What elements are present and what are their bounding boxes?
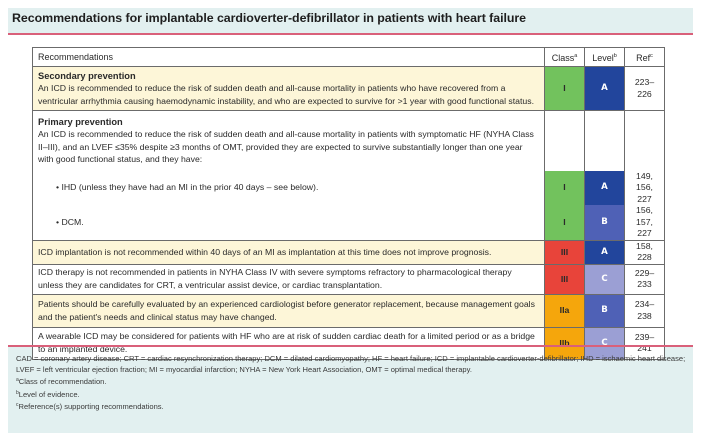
- footnote-a: aClass of recommendation.: [16, 375, 688, 387]
- footnote-marker: a: [16, 377, 19, 384]
- header-recommendations: Recommendations: [32, 47, 545, 67]
- recommendation-text: A wearable ICD may be considered for pat…: [38, 331, 535, 354]
- reference-cell: 223–226: [624, 66, 665, 111]
- table-row: Primary prevention An ICD is recommended…: [32, 110, 665, 171]
- level-badge: A: [584, 66, 625, 111]
- table-row: ICD implantation is not recommended with…: [32, 239, 665, 265]
- table-row: • IHD (unless they have had an MI in the…: [32, 170, 665, 205]
- footnote-marker: c: [16, 401, 19, 408]
- footnote-c: cReference(s) supporting recommendations…: [16, 400, 688, 412]
- recommendation-text: An ICD is recommended to reduce the risk…: [38, 83, 535, 106]
- level-cell-empty: [584, 110, 625, 171]
- recommendation-cell: ICD implantation is not recommended with…: [32, 239, 545, 265]
- level-badge: C: [584, 326, 625, 360]
- class-badge: IIa: [544, 293, 585, 328]
- header-level-label: Level: [592, 52, 614, 63]
- level-badge: A: [584, 239, 625, 265]
- footnote-marker: b: [613, 52, 617, 59]
- recommendation-text: • DCM.: [56, 216, 84, 227]
- panel-title: Recommendations for implantable cardiove…: [12, 11, 526, 25]
- level-badge: C: [584, 263, 625, 295]
- table-row: ICD therapy is not recommended in patien…: [32, 263, 665, 295]
- reference-cell: 149, 156, 227: [624, 170, 665, 205]
- footer-divider: [8, 345, 693, 347]
- footnote-b: bLevel of evidence.: [16, 388, 688, 400]
- header-level: Levelb: [584, 47, 625, 67]
- recommendation-text: Patients should be carefully evaluated b…: [38, 298, 535, 322]
- level-badge: A: [584, 170, 625, 205]
- class-badge: I: [544, 205, 585, 241]
- table-row: Secondary prevention An ICD is recommend…: [32, 66, 665, 111]
- footnote-text: Class of recommendation.: [18, 377, 107, 387]
- recommendation-cell: ICD therapy is not recommended in patien…: [32, 263, 545, 295]
- footnote-marker: a: [574, 52, 578, 59]
- class-badge: III: [544, 263, 585, 295]
- table-row: Patients should be carefully evaluated b…: [32, 293, 665, 328]
- abbreviations-text: CAD = coronary artery disease; CRT = car…: [16, 354, 686, 375]
- table-row: A wearable ICD may be considered for pat…: [32, 326, 665, 360]
- row-heading: Secondary prevention: [38, 70, 136, 81]
- recommendation-cell: Patients should be carefully evaluated b…: [32, 293, 545, 328]
- level-badge: B: [584, 205, 625, 241]
- recommendation-cell: A wearable ICD may be considered for pat…: [32, 326, 545, 360]
- recommendation-cell: • IHD (unless they have had an MI in the…: [32, 170, 545, 205]
- recommendation-text: ICD implantation is not recommended with…: [38, 246, 492, 257]
- reference-cell: 158, 228: [624, 239, 665, 265]
- class-badge: IIb: [544, 326, 585, 360]
- table-header-row: Recommendations Classa Levelb Refc: [32, 47, 665, 67]
- table-row: • DCM. I B 156, 157, 227: [32, 205, 665, 241]
- recommendation-cell: Primary prevention An ICD is recommended…: [32, 110, 545, 171]
- recommendation-cell: Secondary prevention An ICD is recommend…: [32, 66, 545, 111]
- title-divider: [8, 33, 693, 35]
- header-ref: Refc: [624, 47, 665, 67]
- ref-cell-empty: [624, 110, 665, 171]
- recommendation-text: ICD therapy is not recommended in patien…: [38, 267, 512, 290]
- reference-cell: 234–238: [624, 293, 665, 328]
- level-badge: B: [584, 293, 625, 328]
- class-badge: III: [544, 239, 585, 265]
- reference-cell: 229–233: [624, 263, 665, 295]
- recommendations-table: Recommendations Classa Levelb Refc Secon…: [32, 47, 665, 360]
- footnote-marker: c: [650, 52, 653, 59]
- header-ref-label: Ref: [636, 52, 651, 63]
- recommendation-cell: • DCM.: [32, 205, 545, 241]
- header-class-label: Class: [551, 52, 575, 63]
- reference-cell: 156, 157, 227: [624, 205, 665, 241]
- class-cell-empty: [544, 110, 585, 171]
- footnote-text: Level of evidence.: [18, 389, 80, 399]
- footnote-marker: b: [16, 389, 19, 396]
- header-class: Classa: [544, 47, 585, 67]
- class-badge: I: [544, 170, 585, 205]
- recommendation-text: An ICD is recommended to reduce the risk…: [38, 129, 534, 165]
- row-heading: Primary prevention: [38, 116, 123, 127]
- footnote-text: Reference(s) supporting recommendations.: [18, 401, 164, 411]
- table-footer: CAD = coronary artery disease; CRT = car…: [16, 353, 688, 412]
- recommendation-text: • IHD (unless they have had an MI in the…: [56, 182, 319, 193]
- header-recommendations-label: Recommendations: [38, 51, 114, 62]
- reference-cell: 239–241: [624, 326, 665, 360]
- class-badge: I: [544, 66, 585, 111]
